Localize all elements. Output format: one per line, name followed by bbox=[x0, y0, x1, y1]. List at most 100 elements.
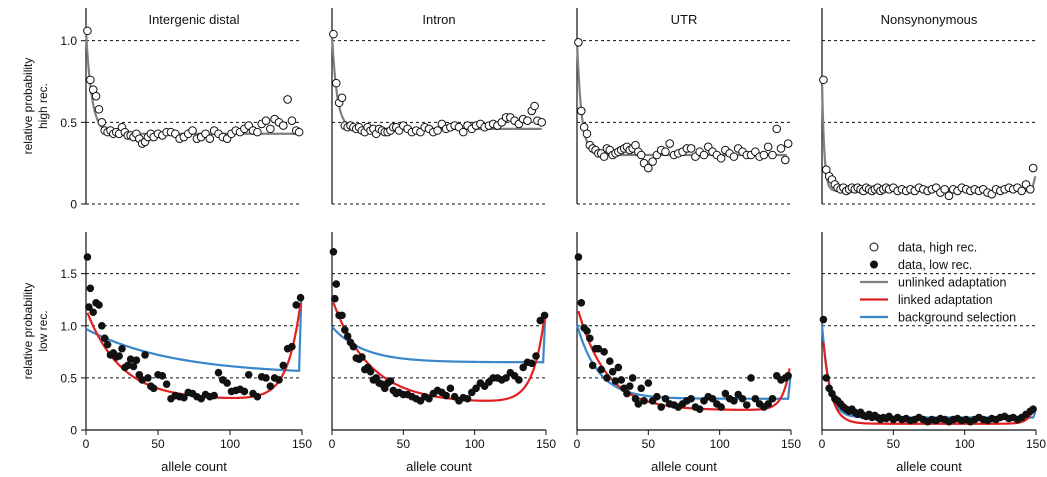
data-point-low-rec bbox=[162, 380, 171, 388]
x-axis-label: allele count bbox=[406, 459, 472, 474]
data-point-low-rec bbox=[332, 280, 341, 288]
data-point-low-rec bbox=[115, 352, 123, 360]
data-point-high-rec bbox=[278, 121, 288, 130]
data-point-low-rec bbox=[463, 394, 472, 403]
data-point-high-rec bbox=[716, 153, 726, 163]
legend-item: data, high rec. bbox=[869, 241, 977, 255]
x-tick-label: 150 bbox=[1026, 437, 1046, 451]
data-point-low-rec bbox=[657, 403, 665, 411]
data-point-low-rec bbox=[583, 327, 591, 335]
data-point-high-rec bbox=[819, 75, 828, 85]
x-tick-label: 150 bbox=[536, 437, 556, 451]
subplot-high bbox=[819, 8, 1038, 205]
data-point-low-rec bbox=[764, 400, 772, 408]
data-point-low-rec bbox=[730, 397, 738, 405]
legend-marker bbox=[869, 242, 879, 252]
data-point-high-rec bbox=[574, 38, 583, 47]
x-tick-label: 100 bbox=[710, 437, 730, 451]
data-point-high-rec bbox=[686, 144, 696, 153]
data-point-high-rec bbox=[337, 93, 347, 103]
data-point-low-rec bbox=[588, 361, 597, 370]
data-point-low-rec bbox=[747, 374, 755, 382]
data-point-high-rec bbox=[763, 142, 773, 152]
data-point-low-rec bbox=[784, 372, 792, 380]
data-point-low-rec bbox=[574, 253, 583, 261]
data-point-low-rec bbox=[103, 340, 112, 349]
data-point-high-rec bbox=[648, 157, 657, 166]
data-point-low-rec bbox=[292, 301, 301, 309]
data-point-high-rec bbox=[329, 29, 338, 39]
data-point-low-rec bbox=[425, 394, 433, 403]
data-point-low-rec bbox=[266, 382, 275, 391]
data-point-high-rec bbox=[523, 116, 532, 125]
data-point-low-rec bbox=[1029, 405, 1037, 413]
data-point-low-rec bbox=[132, 356, 141, 364]
data-point-low-rec bbox=[515, 376, 523, 384]
legend-label: unlinked adaptation bbox=[898, 276, 1006, 290]
data-point-low-rec bbox=[358, 353, 366, 361]
subplot-low: 0 50 100 150 allele count bbox=[329, 232, 556, 474]
data-point-low-rec bbox=[158, 372, 167, 380]
data-point-low-rec bbox=[240, 387, 249, 396]
legend: data, high rec. data, low rec. unlinked ad… bbox=[860, 241, 1016, 325]
data-point-high-rec bbox=[776, 144, 786, 153]
data-point-high-rec bbox=[86, 75, 95, 85]
unlinked-adaptation-line bbox=[820, 79, 1037, 193]
data-point-high-rec bbox=[772, 124, 782, 134]
data-point-low-rec bbox=[623, 389, 631, 398]
data-point-high-rec bbox=[205, 134, 215, 143]
subplot-high bbox=[329, 8, 547, 205]
y-tick-label: 1.5 bbox=[60, 267, 77, 281]
data-point-high-rec bbox=[433, 126, 442, 135]
data-point-low-rec bbox=[603, 374, 611, 382]
data-point-low-rec bbox=[586, 334, 594, 343]
data-point-low-rec bbox=[661, 394, 670, 403]
data-point-high-rec bbox=[576, 106, 586, 116]
data-point-low-rec bbox=[751, 394, 760, 403]
y-axis-label: relative probabilitylow rec. bbox=[21, 283, 50, 380]
data-point-low-rec bbox=[708, 394, 717, 403]
panel-title: Nonsynonymous bbox=[881, 12, 978, 27]
data-point-high-rec bbox=[783, 139, 793, 148]
data-point-high-rec bbox=[665, 139, 675, 148]
data-point-low-rec bbox=[223, 379, 231, 387]
subplot-low: 0 50 100 150 allele count bbox=[819, 232, 1046, 474]
y-axis-label-line: low rec. bbox=[36, 310, 50, 351]
y-axis-label: relative probabilityhigh rec. bbox=[21, 58, 50, 155]
data-point-low-rec bbox=[343, 332, 352, 341]
data-point-high-rec bbox=[599, 152, 609, 161]
data-point-high-rec bbox=[83, 26, 92, 36]
data-point-low-rec bbox=[279, 361, 288, 370]
x-tick-label: 150 bbox=[781, 437, 801, 451]
data-point-low-rec bbox=[628, 374, 637, 382]
panel-title: UTR bbox=[671, 12, 698, 27]
data-point-high-rec bbox=[1025, 185, 1035, 194]
y-axis-label-line: high rec. bbox=[36, 83, 50, 129]
legend-item: background selection bbox=[860, 311, 1016, 325]
data-point-low-rec bbox=[288, 342, 296, 351]
data-point-high-rec bbox=[768, 150, 777, 160]
x-tick-label: 50 bbox=[397, 437, 411, 451]
data-point-low-rec bbox=[640, 397, 648, 405]
background-selection-line bbox=[820, 323, 1037, 419]
x-tick-label: 0 bbox=[574, 437, 581, 451]
subplot-low: 0 0.5 1.0 1.5 relative probabilitylow rec. 0 5… bbox=[21, 232, 312, 474]
data-point-low-rec bbox=[608, 367, 617, 376]
x-tick-label: 50 bbox=[151, 437, 165, 451]
y-tick-label: 0.5 bbox=[60, 116, 77, 130]
data-point-low-rec bbox=[472, 384, 480, 393]
data-point-high-rec bbox=[699, 150, 709, 160]
data-point-low-rec bbox=[296, 293, 305, 302]
data-point-low-rec bbox=[338, 311, 346, 320]
data-point-low-rec bbox=[717, 403, 725, 411]
data-point-low-rec bbox=[536, 316, 545, 325]
panel-1: Intron 0 50 100 150 allele count bbox=[329, 8, 556, 474]
background-selection-line bbox=[85, 297, 303, 372]
data-point-low-rec bbox=[819, 315, 828, 324]
x-axis-label: allele count bbox=[896, 459, 962, 474]
x-tick-label: 100 bbox=[955, 437, 975, 451]
data-point-high-rec bbox=[458, 127, 468, 137]
subplot-high bbox=[574, 8, 793, 205]
x-tick-label: 50 bbox=[642, 437, 656, 451]
y-tick-label: 0 bbox=[70, 424, 77, 438]
